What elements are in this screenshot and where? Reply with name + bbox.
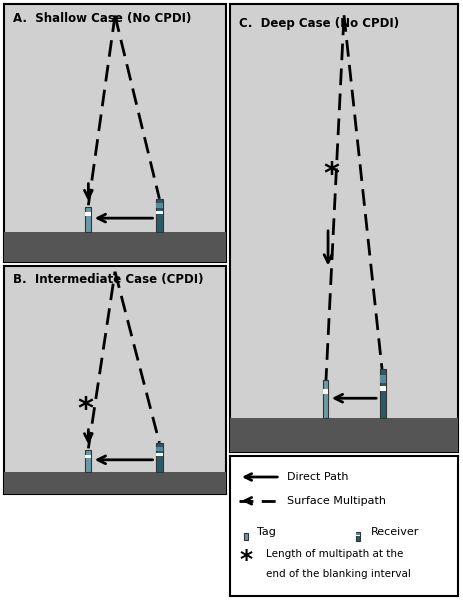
Bar	[322, 380, 328, 418]
Bar	[156, 203, 163, 208]
Bar	[156, 199, 163, 232]
Text: Receiver: Receiver	[370, 527, 419, 536]
Text: A.  Shallow Case (No CPDI): A. Shallow Case (No CPDI)	[13, 12, 191, 25]
Bar	[156, 211, 163, 214]
Text: Tag: Tag	[257, 527, 275, 536]
Text: Length of multipath at the: Length of multipath at the	[266, 549, 403, 559]
Bar	[156, 446, 163, 451]
Text: *: *	[323, 160, 339, 189]
Bar	[355, 532, 359, 541]
Bar	[355, 533, 359, 535]
Text: B.  Intermediate Case (CPDI): B. Intermediate Case (CPDI)	[13, 273, 203, 286]
Bar	[379, 376, 385, 383]
Bar	[379, 386, 385, 391]
Bar	[230, 418, 457, 452]
Bar	[4, 232, 225, 262]
Bar	[156, 443, 163, 472]
Bar	[156, 453, 163, 456]
Bar	[85, 455, 91, 458]
Bar	[355, 535, 359, 536]
Bar	[85, 212, 91, 215]
Bar	[244, 533, 247, 540]
Bar	[85, 449, 91, 472]
Text: Direct Path: Direct Path	[287, 472, 348, 482]
Text: Surface Multipath: Surface Multipath	[287, 496, 385, 506]
Text: end of the blanking interval: end of the blanking interval	[266, 569, 411, 578]
Text: C.  Deep Case (No CPDI): C. Deep Case (No CPDI)	[238, 17, 398, 31]
Bar	[322, 389, 328, 394]
Bar	[85, 206, 91, 232]
Text: *: *	[239, 548, 252, 572]
Bar	[379, 369, 385, 418]
Bar	[4, 472, 225, 494]
Text: *: *	[77, 395, 93, 424]
